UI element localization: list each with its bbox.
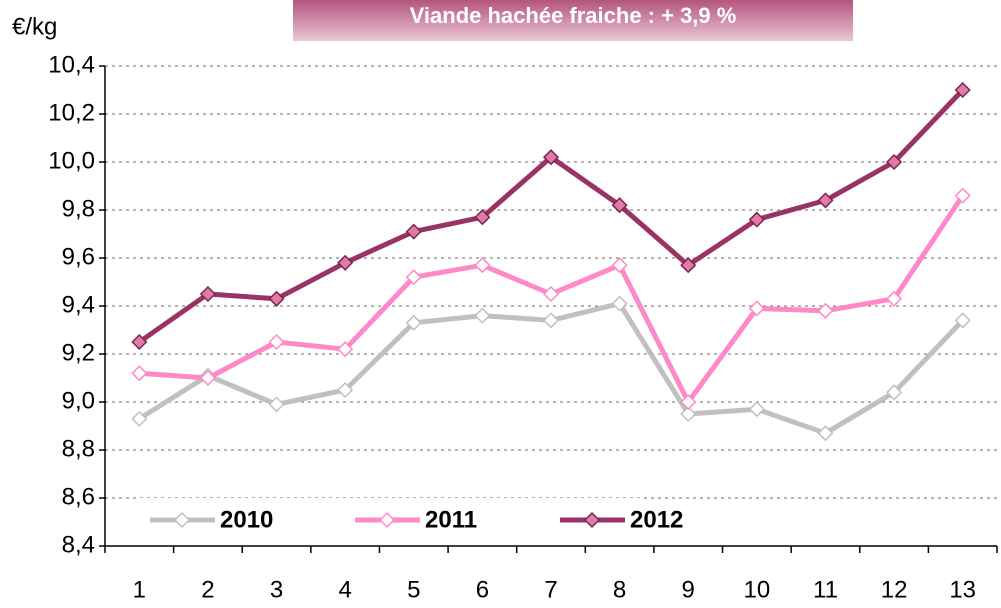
- point: [542, 312, 560, 329]
- x-tick-label: 13: [949, 576, 976, 603]
- point: [131, 365, 148, 382]
- legend-marker: [583, 511, 601, 529]
- point: [954, 312, 971, 329]
- point: [405, 269, 422, 286]
- point: [337, 381, 354, 399]
- y-tick-label: 8,4: [62, 531, 95, 558]
- point: [954, 81, 971, 99]
- point: [405, 314, 422, 331]
- x-tick-label: 1: [133, 576, 146, 603]
- legend-label: 2011: [425, 506, 477, 533]
- y-tick-label: 9,8: [62, 195, 95, 222]
- legend-marker: [173, 511, 191, 529]
- y-tick-label: 8,8: [62, 435, 95, 462]
- y-tick-label: 9,6: [62, 243, 95, 270]
- point: [748, 211, 765, 228]
- y-tick-label: 10,0: [48, 147, 95, 174]
- point: [748, 300, 765, 317]
- x-tick-label: 8: [613, 576, 626, 603]
- point: [405, 223, 422, 240]
- point: [474, 307, 491, 324]
- y-tick-label: 9,2: [62, 339, 95, 366]
- chart-title: Viande hachée fraiche : + 3,9 %: [410, 3, 737, 28]
- x-tick-label: 10: [743, 576, 770, 603]
- point: [817, 192, 834, 209]
- point: [337, 254, 354, 271]
- point: [611, 295, 628, 312]
- point: [817, 302, 834, 319]
- point: [680, 257, 697, 274]
- y-tick-label: 8,6: [62, 483, 95, 510]
- point: [886, 290, 903, 307]
- x-tick-label: 5: [407, 576, 420, 603]
- point: [268, 333, 285, 351]
- point: [748, 401, 765, 418]
- y-axis-label: €/kg: [12, 13, 57, 40]
- point: [886, 153, 903, 171]
- title-box: [293, 0, 853, 41]
- x-tick-label: 4: [338, 576, 351, 603]
- legend-label: 2012: [630, 506, 683, 533]
- point: [268, 290, 285, 307]
- x-tick-label: 11: [813, 576, 838, 603]
- point: [474, 209, 491, 226]
- series-line: [137, 88, 965, 345]
- point: [131, 333, 148, 351]
- y-tick-label: 10,2: [48, 99, 95, 126]
- point: [817, 425, 834, 442]
- point: [199, 285, 216, 303]
- point: [199, 369, 216, 387]
- x-tick-label: 6: [476, 576, 489, 603]
- point: [474, 257, 491, 274]
- x-tick-label: 7: [544, 576, 557, 603]
- point: [611, 197, 628, 214]
- x-tick-label: 12: [881, 576, 908, 603]
- point: [680, 393, 697, 411]
- legend-label: 2010: [220, 506, 273, 533]
- x-tick-label: 9: [682, 576, 695, 603]
- point: [611, 257, 628, 274]
- y-tick-label: 9,0: [62, 387, 95, 414]
- point: [954, 187, 971, 204]
- point: [886, 384, 903, 401]
- point: [131, 410, 148, 427]
- point: [337, 341, 354, 358]
- x-tick-label: 2: [201, 576, 214, 603]
- x-tick-label: 3: [270, 576, 283, 603]
- y-tick-label: 10,4: [48, 51, 95, 78]
- point: [268, 396, 285, 413]
- y-tick-label: 9,4: [62, 291, 95, 318]
- point: [542, 285, 560, 303]
- point: [542, 149, 560, 166]
- point: [680, 405, 697, 423]
- legend-marker: [378, 511, 396, 529]
